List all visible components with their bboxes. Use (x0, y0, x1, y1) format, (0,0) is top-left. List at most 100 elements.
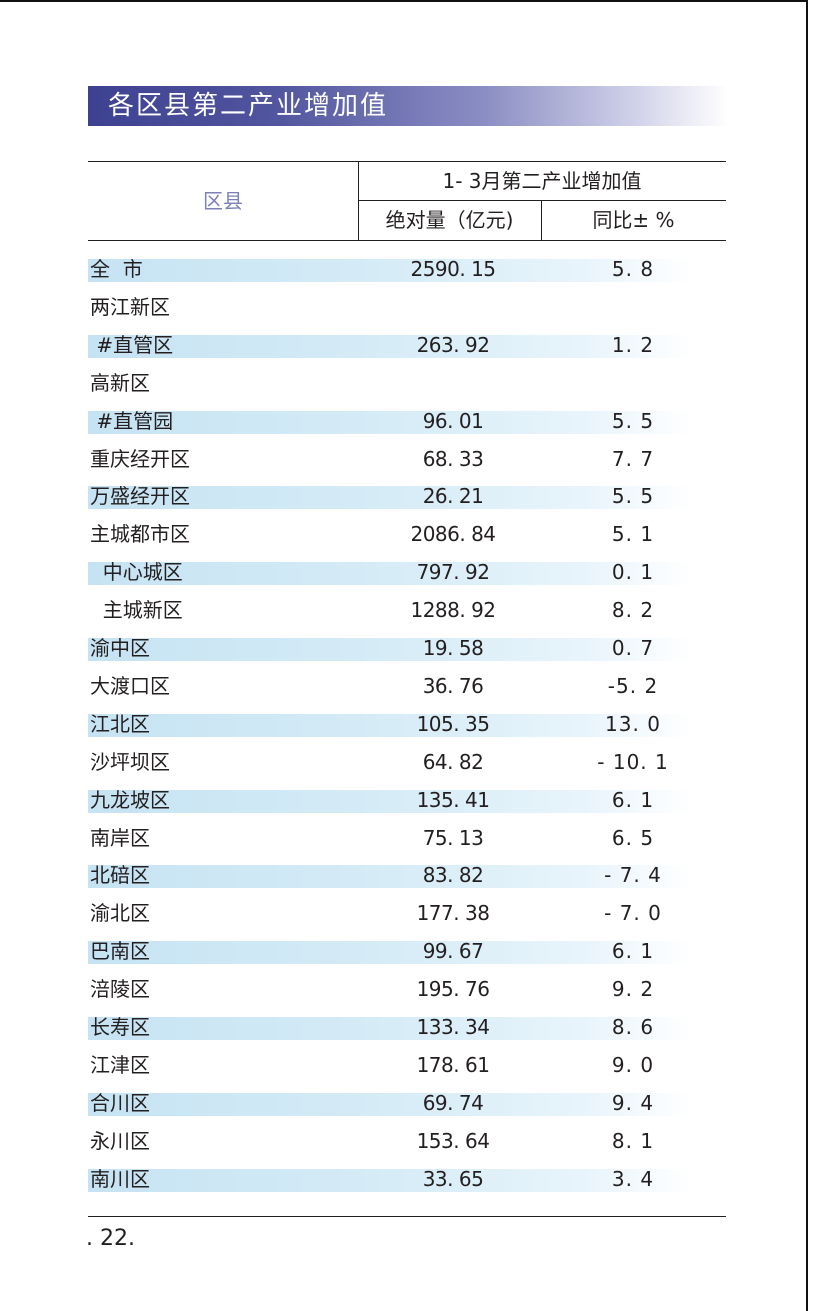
yoy-change: 5. 5 (611, 408, 655, 433)
yoy-change: 8. 6 (611, 1015, 655, 1039)
yoy-change: 5. 5 (611, 484, 655, 509)
region-name: #直管园 (90, 408, 174, 433)
region-name: 合川区 (90, 1090, 150, 1115)
yoy-change: 6. 1 (611, 939, 655, 964)
table-row: 南岸区 75. 13 6. 5 (88, 819, 728, 857)
yoy-change: 9. 2 (611, 977, 655, 1002)
absolute-value: 33. 65 (422, 1166, 484, 1191)
absolute-value: 135. 41 (416, 787, 490, 812)
table-row: 中心城区 797. 92 0. 1 (88, 553, 728, 591)
table-row: 南川区 33. 65 3. 4 (88, 1160, 728, 1198)
absolute-value: 797. 92 (416, 560, 490, 585)
region-name: 北碚区 (90, 863, 150, 888)
absolute-value: 195. 76 (416, 977, 490, 1002)
region-name: 江北区 (90, 711, 150, 736)
row-shading (88, 1017, 693, 1040)
region-name: 重庆经开区 (90, 446, 190, 471)
table-row: 沙坪坝区 64. 82 - 10. 1 (88, 743, 728, 781)
yoy-change: - 10. 1 (597, 749, 669, 774)
yoy-change: - 7. 0 (604, 901, 662, 926)
yoy-change: 5. 1 (611, 522, 655, 547)
region-name: #直管区 (90, 332, 174, 357)
table-row: #直管园 96. 01 5. 5 (88, 402, 728, 440)
absolute-value: 83. 82 (422, 863, 484, 888)
yoy-change: 7. 7 (611, 446, 655, 471)
row-shading (88, 941, 693, 965)
header-region: 区县 (203, 189, 243, 213)
table-row: 重庆经开区 68. 33 7. 7 (88, 440, 728, 478)
row-shading (88, 562, 693, 586)
header-divider-mid (541, 200, 542, 241)
region-name: 九龙坡区 (90, 787, 170, 812)
yoy-change: 0. 7 (611, 636, 655, 660)
absolute-value: 133. 34 (416, 1015, 490, 1039)
region-name: 渝中区 (90, 636, 150, 660)
region-name: 长寿区 (90, 1015, 150, 1039)
row-shading (88, 486, 693, 510)
region-name: 全 市 (90, 257, 143, 281)
table-row: 全 市 2590. 15 5. 8 (88, 250, 728, 288)
yoy-change: 8. 1 (611, 1128, 655, 1153)
row-shading (88, 410, 693, 434)
row-shading (88, 1168, 693, 1192)
table-row: 北碚区 83. 82 - 7. 4 (88, 856, 728, 894)
region-name: 渝北区 (90, 901, 150, 926)
table-top-rule (88, 161, 726, 162)
yoy-change: 9. 0 (611, 1052, 655, 1077)
absolute-value: 26. 21 (422, 484, 484, 509)
row-shading (88, 789, 693, 813)
header-bottom-rule (88, 240, 726, 241)
yoy-change: 3. 4 (611, 1166, 655, 1191)
region-name: 南岸区 (90, 825, 150, 850)
table-row: 江北区 105. 35 13. 0 (88, 705, 728, 743)
row-shading (88, 865, 693, 889)
absolute-value: 2086. 84 (410, 522, 496, 547)
absolute-value: 96. 01 (422, 408, 484, 433)
absolute-value: 36. 76 (422, 673, 484, 698)
region-name: 万盛经开区 (90, 484, 190, 509)
region-name: 高新区 (90, 370, 150, 395)
row-shading (88, 713, 693, 737)
region-name: 中心城区 (90, 560, 183, 585)
absolute-value: 178. 61 (416, 1052, 490, 1077)
yoy-change: -5. 2 (607, 673, 659, 698)
table-row: 永川区 153. 64 8. 1 (88, 1122, 728, 1160)
absolute-value: 19. 58 (422, 636, 484, 660)
header-yoy: 同比± % (592, 208, 675, 232)
region-name: 涪陵区 (90, 977, 150, 1002)
row-shading (88, 638, 693, 661)
table-row: 巴南区 99. 67 6. 1 (88, 932, 728, 970)
absolute-value: 153. 64 (416, 1128, 490, 1153)
yoy-change: 6. 1 (611, 787, 655, 812)
absolute-value: 2590. 15 (410, 257, 496, 281)
region-name: 巴南区 (90, 939, 150, 964)
yoy-change: 5. 8 (611, 257, 655, 281)
table-row: 万盛经开区 26. 21 5. 5 (88, 477, 728, 515)
yoy-change: 6. 5 (611, 825, 655, 850)
row-shading (88, 334, 693, 358)
header-abs: 绝对量（亿元) (385, 208, 514, 232)
region-name: 两江新区 (90, 294, 170, 319)
yoy-change: 0. 1 (611, 560, 655, 585)
yoy-change: - 7. 4 (604, 863, 662, 888)
region-name: 沙坪坝区 (90, 749, 170, 774)
header-divider-left (358, 161, 359, 241)
absolute-value: 177. 38 (416, 901, 490, 926)
region-name: 主城都市区 (90, 522, 190, 547)
table-row: 渝中区 19. 58 0. 7 (88, 629, 728, 667)
absolute-value: 68. 33 (422, 446, 484, 471)
table-row: 九龙坡区 135. 41 6. 1 (88, 781, 728, 819)
title-bar: 各区县第二产业增加值 (88, 86, 728, 126)
header-mid-rule (358, 200, 726, 201)
page-title: 各区县第二产业增加值 (108, 91, 389, 121)
region-name: 南川区 (90, 1166, 150, 1191)
absolute-value: 75. 13 (422, 825, 484, 850)
region-name: 大渡口区 (90, 673, 170, 698)
absolute-value: 64. 82 (422, 749, 484, 774)
table-row: 主城新区 1288. 92 8. 2 (88, 591, 728, 629)
row-shading (88, 1092, 693, 1116)
table-row: 大渡口区 36. 76 -5. 2 (88, 667, 728, 705)
table-row: 渝北区 177. 38 - 7. 0 (88, 894, 728, 932)
region-name: 江津区 (90, 1052, 150, 1077)
